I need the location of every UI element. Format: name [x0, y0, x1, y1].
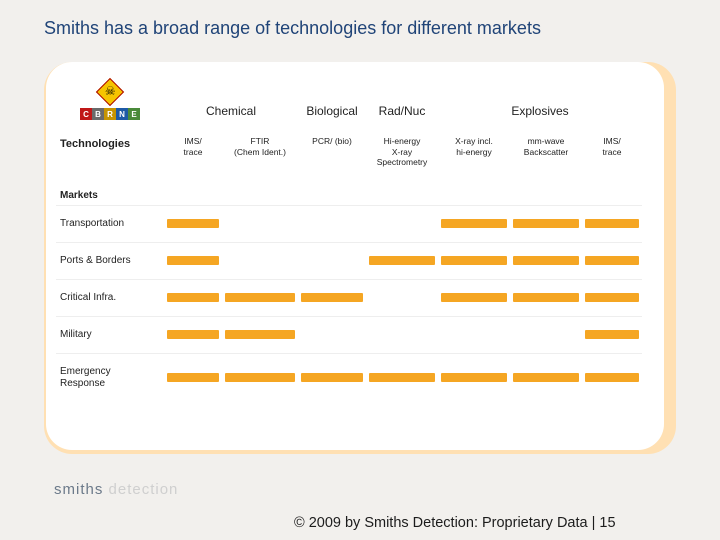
market-cell — [582, 316, 642, 353]
markets-header: Markets — [56, 180, 642, 205]
page-title: Smiths has a broad range of technologies… — [0, 0, 720, 39]
cbrne-letter: B — [92, 108, 104, 120]
brand-part1: smiths — [54, 481, 103, 498]
market-cell — [510, 316, 582, 353]
market-cell — [438, 353, 510, 402]
market-cell — [298, 242, 366, 279]
market-cell — [438, 316, 510, 353]
category-header: Chemical — [164, 76, 298, 126]
market-cell — [582, 279, 642, 316]
cbrne-letter: C — [80, 108, 92, 120]
technology-label: IMS/trace — [164, 126, 222, 180]
market-row-label: Ports & Borders — [56, 242, 164, 279]
copyright-text: © 2009 by Smiths Detection: Proprietary … — [294, 514, 704, 532]
category-header: Biological — [298, 76, 366, 126]
market-cell — [438, 205, 510, 242]
market-cell — [438, 279, 510, 316]
market-cell — [222, 242, 298, 279]
coverage-bar — [225, 330, 295, 339]
coverage-bar — [441, 219, 507, 228]
market-cell — [366, 242, 438, 279]
hazard-icon — [96, 78, 124, 106]
market-row-label: Critical Infra. — [56, 279, 164, 316]
market-cell — [164, 242, 222, 279]
market-cell — [366, 316, 438, 353]
content-inner: CBRNE ChemicalBiologicalRad/NucExplosives… — [46, 62, 664, 450]
market-cell — [582, 205, 642, 242]
category-header: Explosives — [438, 76, 642, 126]
coverage-bar — [585, 330, 639, 339]
market-cell — [366, 205, 438, 242]
market-row-label: Military — [56, 316, 164, 353]
cbrne-logo: CBRNE — [56, 76, 164, 126]
coverage-bar — [441, 256, 507, 265]
coverage-bar — [167, 330, 219, 339]
technology-label: IMS/trace — [582, 126, 642, 180]
content-panel: CBRNE ChemicalBiologicalRad/NucExplosives… — [44, 62, 676, 454]
technology-label: X-ray incl.hi-energy — [438, 126, 510, 180]
coverage-bar — [441, 373, 507, 382]
market-cell — [222, 205, 298, 242]
market-cell — [582, 242, 642, 279]
market-cell — [510, 205, 582, 242]
coverage-bar — [513, 256, 579, 265]
cbrne-strip: CBRNE — [80, 108, 140, 120]
market-cell — [510, 242, 582, 279]
coverage-bar — [513, 293, 579, 302]
coverage-bar — [585, 373, 639, 382]
market-cell — [298, 279, 366, 316]
market-cell — [164, 279, 222, 316]
technology-label: mm-waveBackscatter — [510, 126, 582, 180]
coverage-bar — [513, 373, 579, 382]
market-cell — [164, 316, 222, 353]
market-cell — [298, 353, 366, 402]
cbrne-letter: N — [116, 108, 128, 120]
market-cell — [164, 205, 222, 242]
matrix-grid: CBRNE ChemicalBiologicalRad/NucExplosives… — [56, 76, 654, 402]
market-cell — [366, 279, 438, 316]
market-cell — [510, 353, 582, 402]
coverage-bar — [585, 219, 639, 228]
cbrne-letter: E — [128, 108, 140, 120]
cbrne-letter: R — [104, 108, 116, 120]
coverage-bar — [301, 293, 363, 302]
coverage-bar — [167, 256, 219, 265]
technologies-header: Technologies — [56, 126, 164, 180]
market-cell — [298, 316, 366, 353]
coverage-bar — [585, 256, 639, 265]
category-header: Rad/Nuc — [366, 76, 438, 126]
market-cell — [222, 353, 298, 402]
coverage-bar — [167, 219, 219, 228]
coverage-bar — [513, 219, 579, 228]
market-cell — [164, 353, 222, 402]
market-cell — [298, 205, 366, 242]
technology-label: FTIR(Chem Ident.) — [222, 126, 298, 180]
coverage-bar — [301, 373, 363, 382]
brand-part2: detection — [103, 481, 178, 498]
market-row-label: EmergencyResponse — [56, 353, 164, 402]
coverage-bar — [167, 293, 219, 302]
market-cell — [222, 279, 298, 316]
market-row-label: Transportation — [56, 205, 164, 242]
market-cell — [438, 242, 510, 279]
coverage-bar — [369, 373, 435, 382]
coverage-bar — [225, 373, 295, 382]
market-cell — [222, 316, 298, 353]
market-cell — [510, 279, 582, 316]
coverage-bar — [585, 293, 639, 302]
coverage-bar — [225, 293, 295, 302]
coverage-bar — [441, 293, 507, 302]
coverage-bar — [167, 373, 219, 382]
market-cell — [366, 353, 438, 402]
technology-label: Hi-energyX-raySpectrometry — [366, 126, 438, 180]
coverage-bar — [369, 256, 435, 265]
brand-logo: smiths detection — [54, 481, 178, 498]
market-cell — [582, 353, 642, 402]
technology-label: PCR/ (bio) — [298, 126, 366, 180]
